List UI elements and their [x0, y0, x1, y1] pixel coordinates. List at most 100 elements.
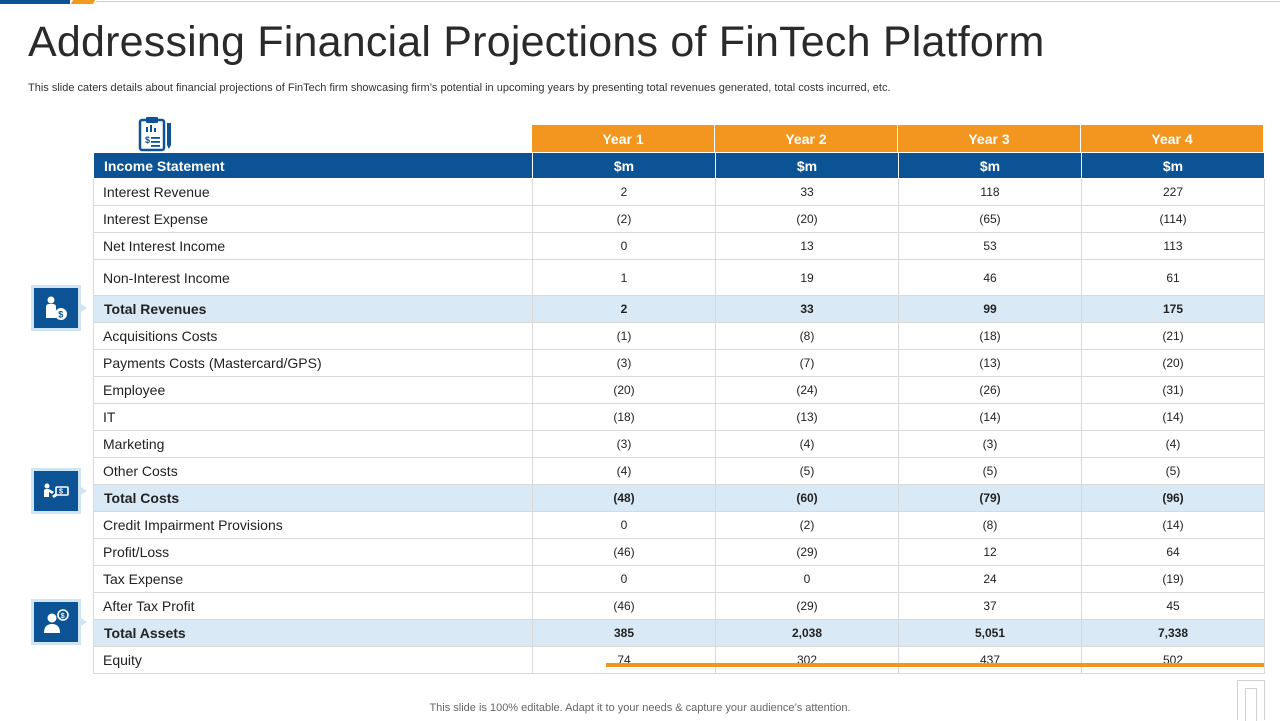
row-value: (2): [715, 511, 899, 539]
row-value: (96): [1081, 484, 1265, 512]
row-value: (18): [532, 403, 716, 431]
row-value: 61: [1081, 259, 1265, 296]
row-value: (8): [898, 511, 1082, 539]
revenues-icon-box: $: [31, 285, 87, 331]
table-row: Interest Expense (2) (20) (65) (114): [93, 205, 1265, 233]
row-value: (24): [715, 376, 899, 404]
year-header-row: Year 1 Year 2 Year 3 Year 4: [532, 125, 1264, 152]
row-value: (8): [715, 322, 899, 350]
row-label: Total Assets: [93, 619, 533, 647]
row-value: (3): [898, 430, 1082, 458]
row-value: 74: [532, 646, 716, 674]
row-label: Employee: [93, 376, 533, 404]
table-row: Acquisitions Costs (1) (8) (18) (21): [93, 322, 1265, 350]
row-value: 0: [715, 565, 899, 593]
row-value: 7,338: [1081, 619, 1265, 647]
row-value: (60): [715, 484, 899, 512]
total-costs-row: Total Costs (48) (60) (79) (96): [93, 484, 1265, 512]
row-value: 0: [532, 565, 716, 593]
row-value: (5): [1081, 457, 1265, 485]
row-value: (3): [532, 349, 716, 377]
row-label: Net Interest Income: [93, 232, 533, 260]
table-row: Net Interest Income 0 13 53 113: [93, 232, 1265, 260]
row-value: (14): [1081, 511, 1265, 539]
top-accent-bar: [0, 0, 1280, 4]
table-row: Other Costs (4) (5) (5) (5): [93, 457, 1265, 485]
row-label: Interest Expense: [93, 205, 533, 233]
row-value: 19: [715, 259, 899, 296]
row-value: (5): [898, 457, 1082, 485]
row-value: (4): [1081, 430, 1265, 458]
total-revenues-row: Total Revenues 2 33 99 175: [93, 295, 1265, 323]
row-value: (2): [532, 205, 716, 233]
row-label: Marketing: [93, 430, 533, 458]
row-value: (20): [1081, 349, 1265, 377]
row-label: Non-Interest Income: [93, 259, 533, 296]
row-value: 175: [1081, 295, 1265, 323]
row-value: 302: [715, 646, 899, 674]
row-value: 46: [898, 259, 1082, 296]
costs-icon-box: $: [31, 468, 87, 514]
row-value: (29): [715, 538, 899, 566]
table-header-row: Income Statement $m $m $m $m: [93, 152, 1265, 179]
row-value: 33: [715, 295, 899, 323]
row-value: 1: [532, 259, 716, 296]
income-statement-header: Income Statement: [93, 152, 533, 179]
row-value: 45: [1081, 592, 1265, 620]
top-accent-blue: [0, 0, 70, 4]
row-value: (7): [715, 349, 899, 377]
row-value: 37: [898, 592, 1082, 620]
table-row: Payments Costs (Mastercard/GPS) (3) (7) …: [93, 349, 1265, 377]
row-value: (20): [532, 376, 716, 404]
row-value: (13): [715, 403, 899, 431]
table-row: Tax Expense 0 0 24 (19): [93, 565, 1265, 593]
row-value: 13: [715, 232, 899, 260]
year-header: Year 3: [898, 125, 1080, 152]
row-value: 0: [532, 232, 716, 260]
row-value: (14): [1081, 403, 1265, 431]
table-row: Marketing (3) (4) (3) (4): [93, 430, 1265, 458]
table-row: Equity 74 302 437 502: [93, 646, 1265, 674]
corner-decoration-inner: [1245, 688, 1257, 721]
row-value: 99: [898, 295, 1082, 323]
row-label: Equity: [93, 646, 533, 674]
row-value: 118: [898, 178, 1082, 206]
clipboard-report-icon: $: [138, 117, 171, 152]
row-value: (46): [532, 592, 716, 620]
row-value: 24: [898, 565, 1082, 593]
table-row: Interest Revenue 2 33 118 227: [93, 178, 1265, 206]
row-value: 2,038: [715, 619, 899, 647]
row-value: (29): [715, 592, 899, 620]
year-header: Year 2: [715, 125, 897, 152]
row-value: 113: [1081, 232, 1265, 260]
slide-footer: This slide is 100% editable. Adapt it to…: [429, 702, 851, 714]
revenues-icon-pointer: [81, 304, 87, 312]
table-row: Credit Impairment Provisions 0 (2) (8) (…: [93, 511, 1265, 539]
assets-icon-pointer: [81, 618, 87, 626]
row-value: (3): [532, 430, 716, 458]
svg-text:$: $: [59, 489, 63, 496]
total-assets-row: Total Assets 385 2,038 5,051 7,338: [93, 619, 1265, 647]
row-value: (20): [715, 205, 899, 233]
corner-decoration: [1237, 680, 1265, 721]
row-value: 2: [532, 295, 716, 323]
unit-header: $m: [715, 152, 899, 179]
row-value: (26): [898, 376, 1082, 404]
costs-icon-pointer: [81, 487, 87, 495]
top-accent-orange: [70, 0, 96, 4]
table-row: Non-Interest Income 1 19 46 61: [93, 259, 1265, 296]
row-value: 227: [1081, 178, 1265, 206]
year-header: Year 1: [532, 125, 714, 152]
row-value: (114): [1081, 205, 1265, 233]
row-value: (1): [532, 322, 716, 350]
orange-accent-underline: [606, 663, 1264, 667]
row-value: 385: [532, 619, 716, 647]
row-value: 33: [715, 178, 899, 206]
row-value: (48): [532, 484, 716, 512]
assets-icon-box: $: [31, 599, 87, 645]
svg-text:$: $: [145, 135, 150, 145]
row-value: (65): [898, 205, 1082, 233]
row-value: (4): [715, 430, 899, 458]
handshake-dollar-icon: $: [44, 483, 69, 498]
row-value: (13): [898, 349, 1082, 377]
